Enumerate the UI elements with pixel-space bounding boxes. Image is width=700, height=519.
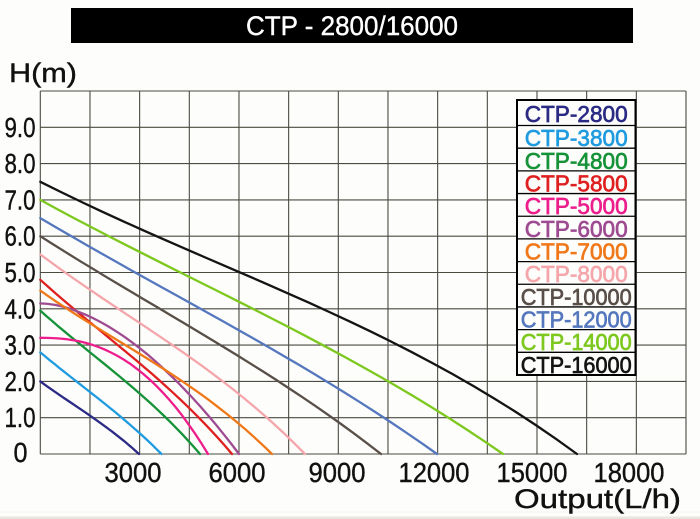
svg-text:8.0: 8.0: [5, 148, 36, 179]
svg-text:CTP-7000: CTP-7000: [525, 239, 628, 265]
svg-text:CTP-2800: CTP-2800: [525, 101, 628, 127]
svg-text:4.0: 4.0: [5, 293, 36, 324]
svg-text:CTP - 2800/16000: CTP - 2800/16000: [246, 11, 458, 41]
svg-text:CTP-12000: CTP-12000: [521, 307, 632, 333]
svg-text:CTP-8000: CTP-8000: [525, 261, 628, 287]
svg-text:CTP-5000: CTP-5000: [525, 193, 628, 219]
svg-text:3000: 3000: [105, 457, 162, 488]
svg-text:H(m): H(m): [9, 58, 77, 88]
svg-text:CTP-5800: CTP-5800: [525, 171, 628, 197]
svg-text:5.0: 5.0: [5, 257, 36, 288]
svg-text:0: 0: [14, 437, 28, 468]
svg-text:9.0: 9.0: [5, 112, 36, 143]
svg-text:6000: 6000: [209, 457, 266, 488]
svg-text:2.0: 2.0: [5, 366, 36, 397]
svg-text:CTP-4800: CTP-4800: [525, 148, 628, 174]
svg-text:15000: 15000: [497, 457, 568, 488]
svg-text:12000: 12000: [399, 457, 470, 488]
svg-text:6.0: 6.0: [5, 221, 36, 252]
svg-text:CTP-16000: CTP-16000: [521, 352, 632, 378]
svg-text:1.0: 1.0: [5, 402, 36, 433]
svg-text:CTP-6000: CTP-6000: [525, 216, 628, 242]
svg-text:7.0: 7.0: [5, 184, 36, 215]
svg-text:9000: 9000: [309, 457, 366, 488]
svg-text:CTP-14000: CTP-14000: [521, 329, 632, 355]
svg-text:CTP-10000: CTP-10000: [521, 284, 632, 310]
svg-text:3.0: 3.0: [5, 330, 36, 361]
svg-text:18000: 18000: [594, 457, 665, 488]
svg-text:Output(L/h): Output(L/h): [514, 484, 681, 514]
svg-text:CTP-3800: CTP-3800: [525, 125, 628, 151]
